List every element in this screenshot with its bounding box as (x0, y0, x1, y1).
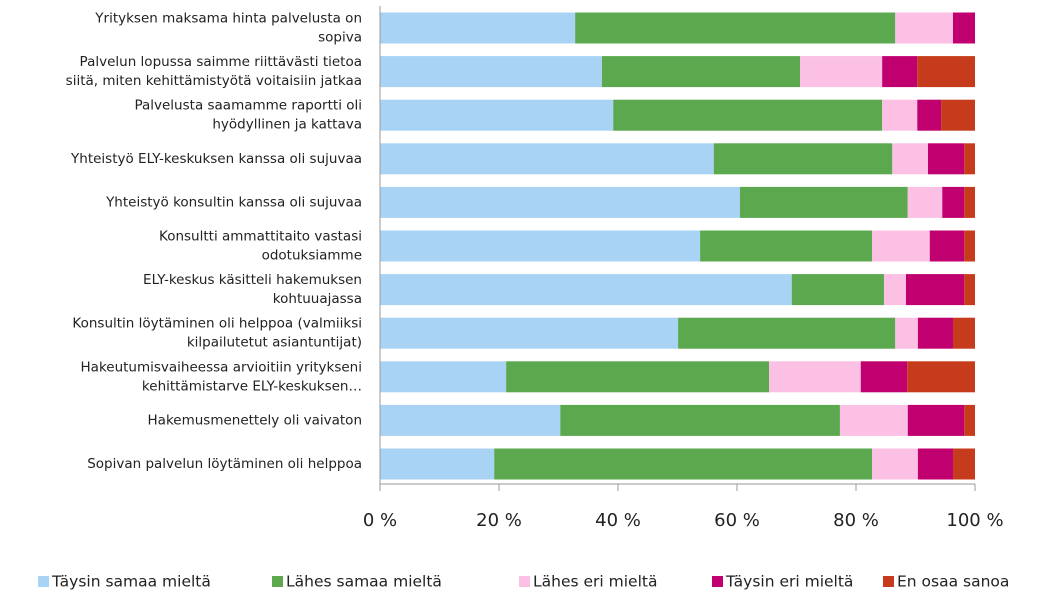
bar-segment (917, 99, 942, 131)
bar-segment (380, 230, 701, 262)
bar-segment (380, 404, 561, 436)
bar-segment (613, 99, 883, 131)
legend-label: En osaa sanoa (897, 573, 1009, 591)
bar-segment (895, 317, 918, 349)
bar-segment (882, 56, 918, 88)
bar-segment (791, 274, 884, 306)
category-label: Konsultin löytäminen oli helppoa (valmii… (72, 316, 362, 351)
bar-segment (872, 448, 918, 480)
bar-segment (506, 361, 770, 393)
bar-segment (769, 361, 861, 393)
bar-segment (380, 143, 714, 175)
bar-segment (907, 404, 965, 436)
legend-swatch (883, 576, 894, 587)
bar-segment (380, 448, 495, 480)
bar-segment (380, 361, 507, 393)
category-label: Palvelusta saamamme raportti oli hyödylli… (134, 98, 362, 133)
bar-segment (713, 143, 893, 175)
category-label: Yrityksen maksama hinta palvelusta on sop… (94, 11, 362, 46)
bar-segment (601, 56, 801, 88)
bar-segment (883, 274, 906, 306)
bar-segment (917, 448, 953, 480)
bar-segment (380, 99, 614, 131)
bar-segment (892, 143, 928, 175)
bar-segment (964, 143, 975, 175)
bar-segment (942, 186, 965, 218)
bar-segment (964, 230, 975, 262)
bar-segment (380, 274, 792, 306)
bar-segment (907, 186, 943, 218)
bar-segment (917, 317, 953, 349)
bar-segment (964, 186, 975, 218)
legend-label: Lähes samaa mieltä (286, 573, 442, 591)
x-tick-label: 40 % (595, 510, 641, 531)
bar-segment (380, 12, 576, 44)
bar-segment (929, 230, 965, 262)
bar-segment (917, 56, 975, 88)
legend-swatch (519, 576, 530, 587)
bar-segment (927, 143, 965, 175)
x-tick-label: 60 % (714, 510, 760, 531)
legend-label: Täysin eri mieltä (725, 573, 853, 591)
category-label: ELY-keskus käsitteli hakemuksen kohtuuaja… (143, 272, 362, 307)
x-tick-label: 0 % (363, 510, 397, 531)
legend-swatch (38, 576, 49, 587)
bar-segment (575, 12, 896, 44)
bar-segment (860, 361, 908, 393)
bar-segment (839, 404, 908, 436)
category-label: Yhteistyö ELY-keskuksen kanssa oli sujuv… (70, 151, 362, 167)
category-label: Hakemusmenettely oli vaivaton (148, 412, 362, 428)
bar-segment (952, 448, 975, 480)
legend-swatch (712, 576, 723, 587)
bar-segment (952, 12, 975, 44)
bar-segment (380, 186, 740, 218)
bar-segment (964, 274, 975, 306)
bar-segment (941, 99, 975, 131)
bar-segment (895, 12, 953, 44)
x-tick-label: 100 % (946, 510, 1003, 531)
bar-segment (872, 230, 930, 262)
bar-segment (380, 56, 602, 88)
category-label: Konsultti ammattitaito vastasi odotuksiam… (159, 229, 362, 264)
bar-segment (494, 448, 873, 480)
bar-segment (952, 317, 975, 349)
x-tick-label: 20 % (476, 510, 522, 531)
bar-segment (700, 230, 873, 262)
legend-swatch (272, 576, 283, 587)
bar-segment (739, 186, 908, 218)
bar-segment (380, 317, 679, 349)
bar-segment (907, 361, 975, 393)
bar-segment (800, 56, 883, 88)
category-label: Sopivan palvelun löytäminen oli helppoa (87, 456, 362, 472)
legend-label: Täysin samaa mieltä (51, 573, 211, 591)
x-tick-label: 80 % (833, 510, 879, 531)
bar-segment (560, 404, 840, 436)
bar-segment (905, 274, 965, 306)
category-label: Hakeutumisvaiheessa arvioitiin yrityksen… (81, 359, 362, 394)
bar-segment (882, 99, 918, 131)
legend-label: Lähes eri mieltä (533, 573, 657, 591)
bar-segment (678, 317, 896, 349)
category-label: Yhteistyö konsultin kanssa oli sujuvaa (105, 194, 362, 210)
bar-segment (964, 404, 975, 436)
category-label: Palvelun lopussa saimme riittävästi tiet… (66, 54, 362, 89)
